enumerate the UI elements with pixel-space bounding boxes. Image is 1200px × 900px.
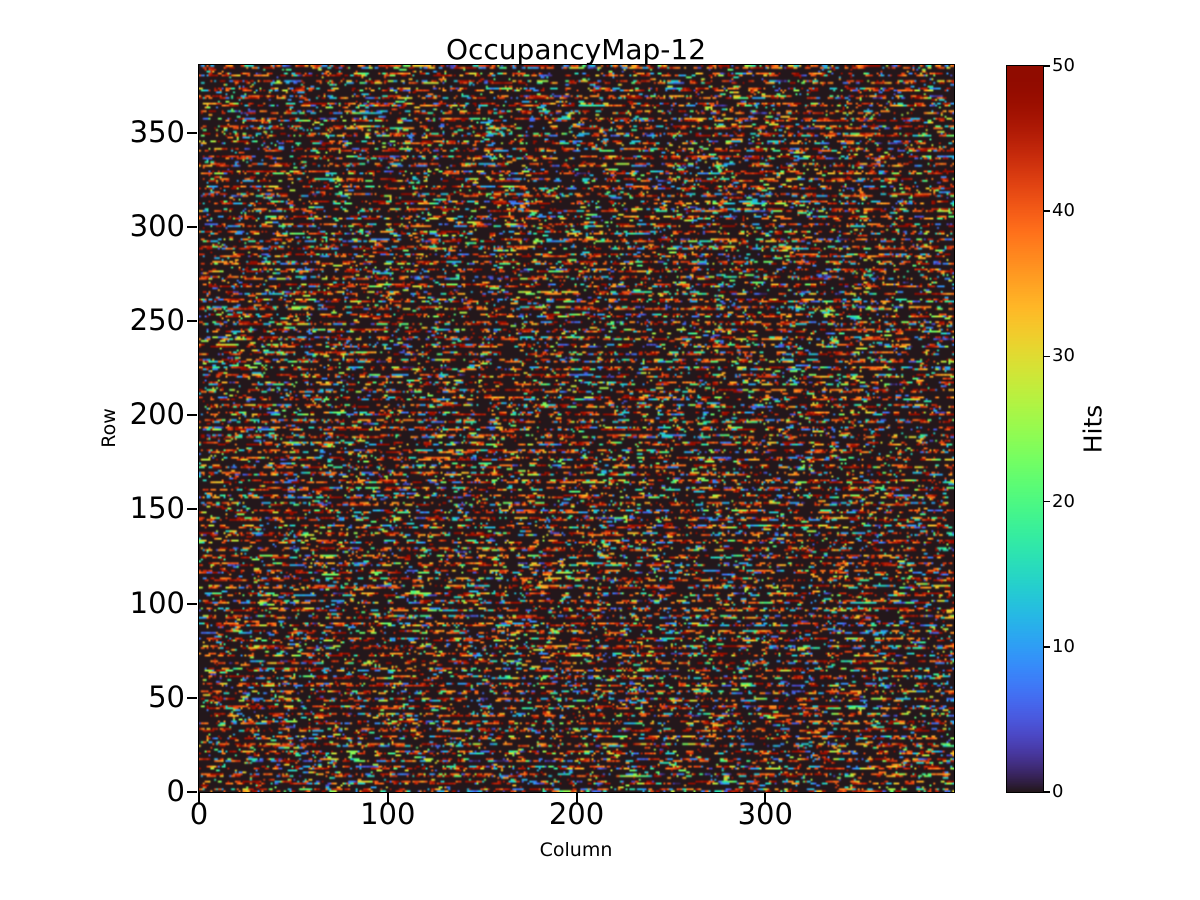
- y-tick-label: 150: [129, 491, 185, 526]
- y-tick-label: 50: [148, 679, 185, 714]
- y-tick-label: 350: [129, 114, 185, 149]
- y-tick-mark: [187, 414, 197, 417]
- y-tick-mark: [187, 791, 197, 793]
- x-tick-mark: [575, 793, 578, 803]
- plot-area: [198, 64, 955, 793]
- colorbar-tick-mark: [1044, 646, 1050, 648]
- colorbar-tick-mark: [1044, 65, 1050, 67]
- colorbar-label: Hits: [1078, 404, 1108, 454]
- x-tick-mark: [386, 793, 389, 803]
- x-tick-mark: [764, 793, 767, 803]
- heatmap-canvas: [199, 65, 954, 792]
- x-tick-mark: [198, 793, 200, 803]
- y-tick-label: 200: [129, 397, 185, 432]
- y-tick-label: 100: [129, 585, 185, 620]
- colorbar-tick-label: 10: [1052, 635, 1075, 657]
- y-tick-mark: [187, 225, 197, 228]
- colorbar-tick-mark: [1044, 210, 1050, 212]
- colorbar-tick-label: 40: [1052, 200, 1075, 222]
- y-tick-mark: [187, 131, 197, 134]
- colorbar-tick-mark: [1044, 500, 1050, 503]
- x-tick-label: 300: [737, 797, 793, 831]
- x-tick-label: 0: [189, 797, 209, 831]
- colorbar-tick-label: 0: [1052, 781, 1064, 803]
- chart-title: OccupancyMap-12: [445, 33, 707, 66]
- x-tick-label: 100: [360, 797, 416, 831]
- colorbar: [1006, 65, 1044, 793]
- x-tick-label: 200: [548, 797, 605, 831]
- y-tick-mark: [187, 696, 197, 699]
- colorbar-tick-label: 30: [1052, 345, 1075, 367]
- y-tick-mark: [187, 320, 197, 323]
- y-tick-mark: [187, 602, 197, 605]
- colorbar-tick-mark: [1044, 355, 1050, 358]
- colorbar-canvas: [1007, 66, 1043, 792]
- y-tick-label: 300: [129, 209, 185, 244]
- y-tick-mark: [187, 508, 197, 511]
- colorbar-tick-mark: [1044, 791, 1050, 793]
- colorbar-tick-label: 50: [1052, 55, 1075, 77]
- colorbar-tick-label: 20: [1052, 490, 1075, 512]
- x-axis-label: Column: [539, 839, 613, 861]
- y-tick-label: 250: [129, 303, 185, 338]
- y-tick-label: 0: [166, 774, 185, 809]
